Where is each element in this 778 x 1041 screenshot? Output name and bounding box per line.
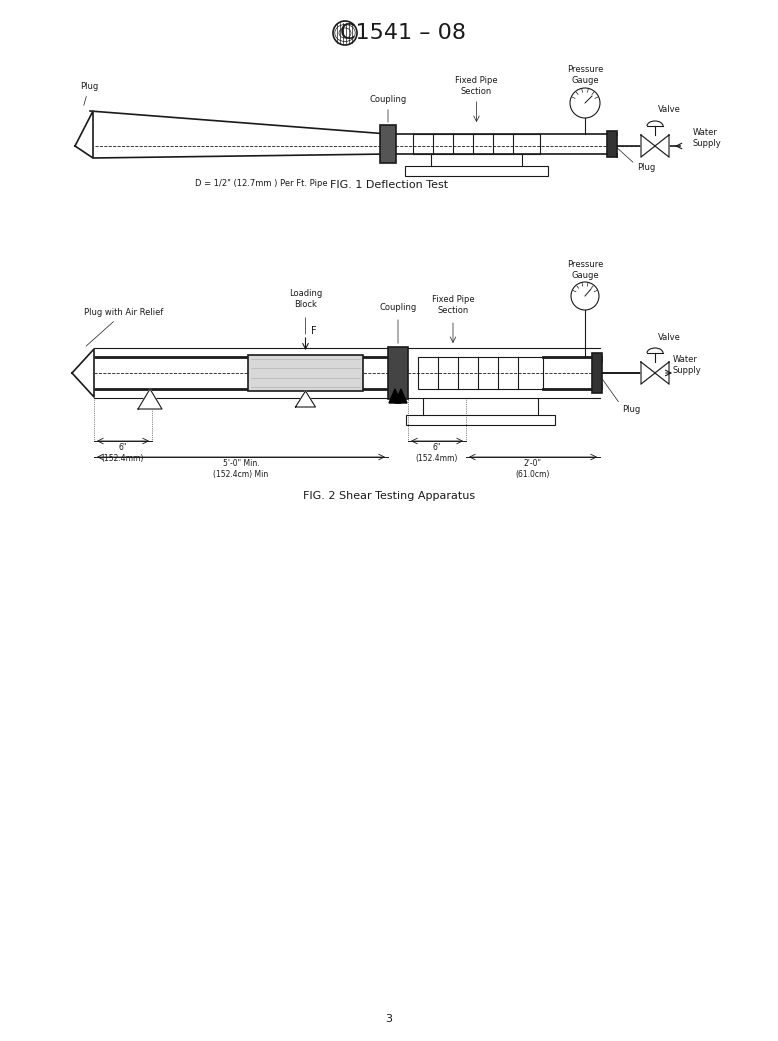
Polygon shape	[75, 111, 93, 158]
Text: Loading
Block: Loading Block	[289, 289, 322, 309]
Bar	[406, 415, 555, 425]
Polygon shape	[641, 135, 655, 157]
Polygon shape	[72, 349, 94, 397]
Bar	[607, 131, 617, 157]
Text: FIG. 2 Shear Testing Apparatus: FIG. 2 Shear Testing Apparatus	[303, 491, 475, 501]
Text: Fixed Pipe
Section: Fixed Pipe Section	[455, 76, 498, 96]
Polygon shape	[138, 389, 162, 409]
Text: Plug: Plug	[637, 163, 655, 173]
Text: Plug: Plug	[80, 82, 98, 105]
Polygon shape	[641, 362, 655, 384]
Polygon shape	[655, 135, 669, 157]
Text: C1541 – 08: C1541 – 08	[340, 23, 466, 43]
Text: 2'-0"
(61.0cm): 2'-0" (61.0cm)	[516, 459, 550, 479]
Text: Coupling: Coupling	[380, 303, 417, 311]
Bar	[248, 355, 363, 391]
Polygon shape	[296, 391, 316, 407]
Circle shape	[571, 282, 599, 310]
Text: Plug with Air Relief: Plug with Air Relief	[84, 308, 163, 347]
Text: 3: 3	[386, 1014, 392, 1024]
Text: FIG. 1 Deflection Test: FIG. 1 Deflection Test	[330, 180, 448, 191]
Text: Pressure
Gauge: Pressure Gauge	[567, 66, 603, 84]
Bar	[413, 134, 540, 154]
Text: Coupling: Coupling	[370, 95, 407, 122]
Bar	[405, 166, 548, 176]
Text: Valve: Valve	[658, 105, 681, 115]
Text: Fixed Pipe
Section: Fixed Pipe Section	[432, 296, 475, 314]
Text: 6"
(152.4mm): 6" (152.4mm)	[415, 443, 458, 462]
Polygon shape	[655, 362, 669, 384]
Polygon shape	[395, 389, 407, 403]
Text: F: F	[311, 326, 317, 336]
Text: D = 1/2" (12.7mm ) Per Ft. Pipe: D = 1/2" (12.7mm ) Per Ft. Pipe	[195, 179, 328, 188]
Text: Water
Supply: Water Supply	[693, 128, 722, 148]
Text: Valve: Valve	[658, 332, 681, 341]
Bar	[380, 125, 396, 163]
Text: Pressure
Gauge: Pressure Gauge	[567, 260, 603, 280]
Text: 6"
(152.4mm): 6" (152.4mm)	[102, 443, 144, 462]
Text: 5'-0" Min.
(152.4cm) Min: 5'-0" Min. (152.4cm) Min	[213, 459, 268, 479]
Bar	[592, 353, 602, 393]
Circle shape	[333, 21, 357, 45]
Polygon shape	[389, 389, 401, 403]
Text: Water
Supply: Water Supply	[673, 355, 702, 375]
Bar	[388, 347, 408, 399]
Circle shape	[570, 88, 600, 118]
Text: Plug: Plug	[622, 405, 640, 413]
Bar	[418, 357, 543, 389]
